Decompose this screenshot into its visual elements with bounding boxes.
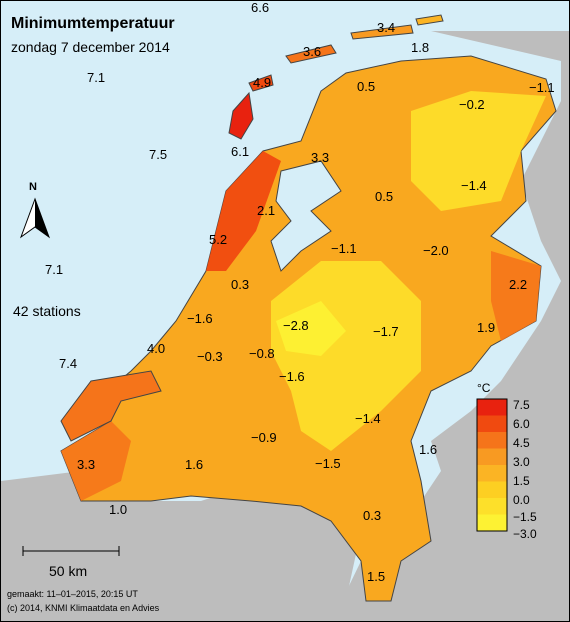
legend-tick: 6.0 [513, 417, 530, 431]
station-value: 0.3 [231, 277, 250, 292]
sea-station-value: 7.1 [45, 262, 64, 277]
station-value: 4.0 [147, 341, 166, 356]
station-value: 0.5 [375, 189, 394, 204]
station-value: 1.5 [367, 569, 386, 584]
station-value: −0.8 [249, 346, 275, 361]
legend-swatch [477, 448, 507, 466]
zeeland-islands [60, 370, 162, 442]
made-timestamp: gemaakt: 11–01–2015, 20:15 UT [7, 589, 138, 599]
station-value: −1.4 [355, 411, 381, 426]
station-value: 2.1 [257, 203, 276, 218]
station-value: 4.9 [253, 75, 272, 90]
legend-tick: 1.5 [513, 474, 530, 488]
zone-warm-coast [206, 151, 281, 271]
wadden-island-texel [228, 91, 254, 140]
legend-swatch [477, 514, 507, 532]
station-value: 3.3 [77, 457, 96, 472]
station-value: 0.5 [357, 79, 376, 94]
station-value: 2.2 [509, 277, 528, 292]
station-value: 3.4 [377, 20, 396, 35]
station-value: 1.8 [411, 40, 430, 55]
station-value: −1.5 [315, 456, 341, 471]
zone-warm-east [491, 251, 541, 341]
legend-swatch [477, 465, 507, 482]
station-value: 1.9 [477, 320, 496, 335]
station-value: −1.1 [331, 241, 357, 256]
zone-warm-south-west [61, 421, 131, 501]
legend-swatch [477, 481, 507, 499]
station-value: 5.2 [209, 232, 228, 247]
legend-tick: −3.0 [513, 527, 537, 541]
station-value: −1.6 [279, 369, 305, 384]
map-title: Minimumtemperatuur [11, 15, 175, 32]
wadden-island-3 [285, 44, 337, 64]
legend-tick: 0.0 [513, 493, 530, 507]
zone-coldest [276, 301, 346, 356]
ijsselmeer [270, 160, 342, 272]
legend-tick: 4.5 [513, 436, 530, 450]
legend-tick: 3.0 [513, 455, 530, 469]
station-value: 1.0 [109, 502, 128, 517]
legend-swatch [477, 399, 507, 416]
station-value: −2.8 [283, 318, 309, 333]
legend-tick: −1.5 [513, 510, 537, 524]
wadden-island-4 [350, 24, 414, 40]
stations-count: 42 stations [13, 303, 81, 319]
north-arrow-icon [19, 197, 51, 239]
legend-swatch [477, 415, 507, 433]
scale-label: 50 km [49, 563, 88, 579]
station-value: 1.6 [185, 457, 204, 472]
zone-cool-north [411, 91, 546, 211]
wadden-island-2 [248, 74, 274, 92]
station-value: −1.7 [373, 324, 399, 339]
copyright-notice: (c) 2014, KNMI Klimaatdata en Advies [7, 603, 160, 613]
station-value: 1.6 [419, 442, 438, 457]
station-value: −2.0 [423, 243, 449, 258]
scale-bar [22, 546, 120, 556]
station-value: −0.9 [251, 430, 277, 445]
station-value: −1.6 [187, 311, 213, 326]
sea-station-value: 7.1 [87, 70, 106, 85]
legend-unit: °C [477, 381, 491, 395]
legend-border [476, 398, 508, 532]
station-value: 3.6 [303, 44, 322, 59]
station-value: 0.3 [363, 508, 382, 523]
legend-swatch [477, 432, 507, 449]
north-label: N [29, 181, 37, 193]
sea-station-value: 7.4 [59, 356, 78, 371]
station-value: 3.3 [311, 150, 330, 165]
legend-swatch [477, 498, 507, 515]
foreign-land-south [1, 471, 361, 621]
sea-station-value: 6.6 [251, 0, 270, 15]
station-value: −0.3 [197, 349, 223, 364]
sea-station-value: 7.5 [149, 147, 168, 162]
map-subtitle: zondag 7 december 2014 [11, 39, 170, 55]
station-value: −0.2 [459, 97, 485, 112]
legend-colorbar [476, 398, 508, 532]
legend-tick: 7.5 [513, 398, 530, 412]
wadden-island-5 [415, 14, 444, 26]
foreign-land-east [331, 31, 569, 621]
station-value: −1.1 [529, 80, 555, 95]
station-value: −1.4 [461, 178, 487, 193]
station-value: 6.1 [231, 144, 250, 159]
